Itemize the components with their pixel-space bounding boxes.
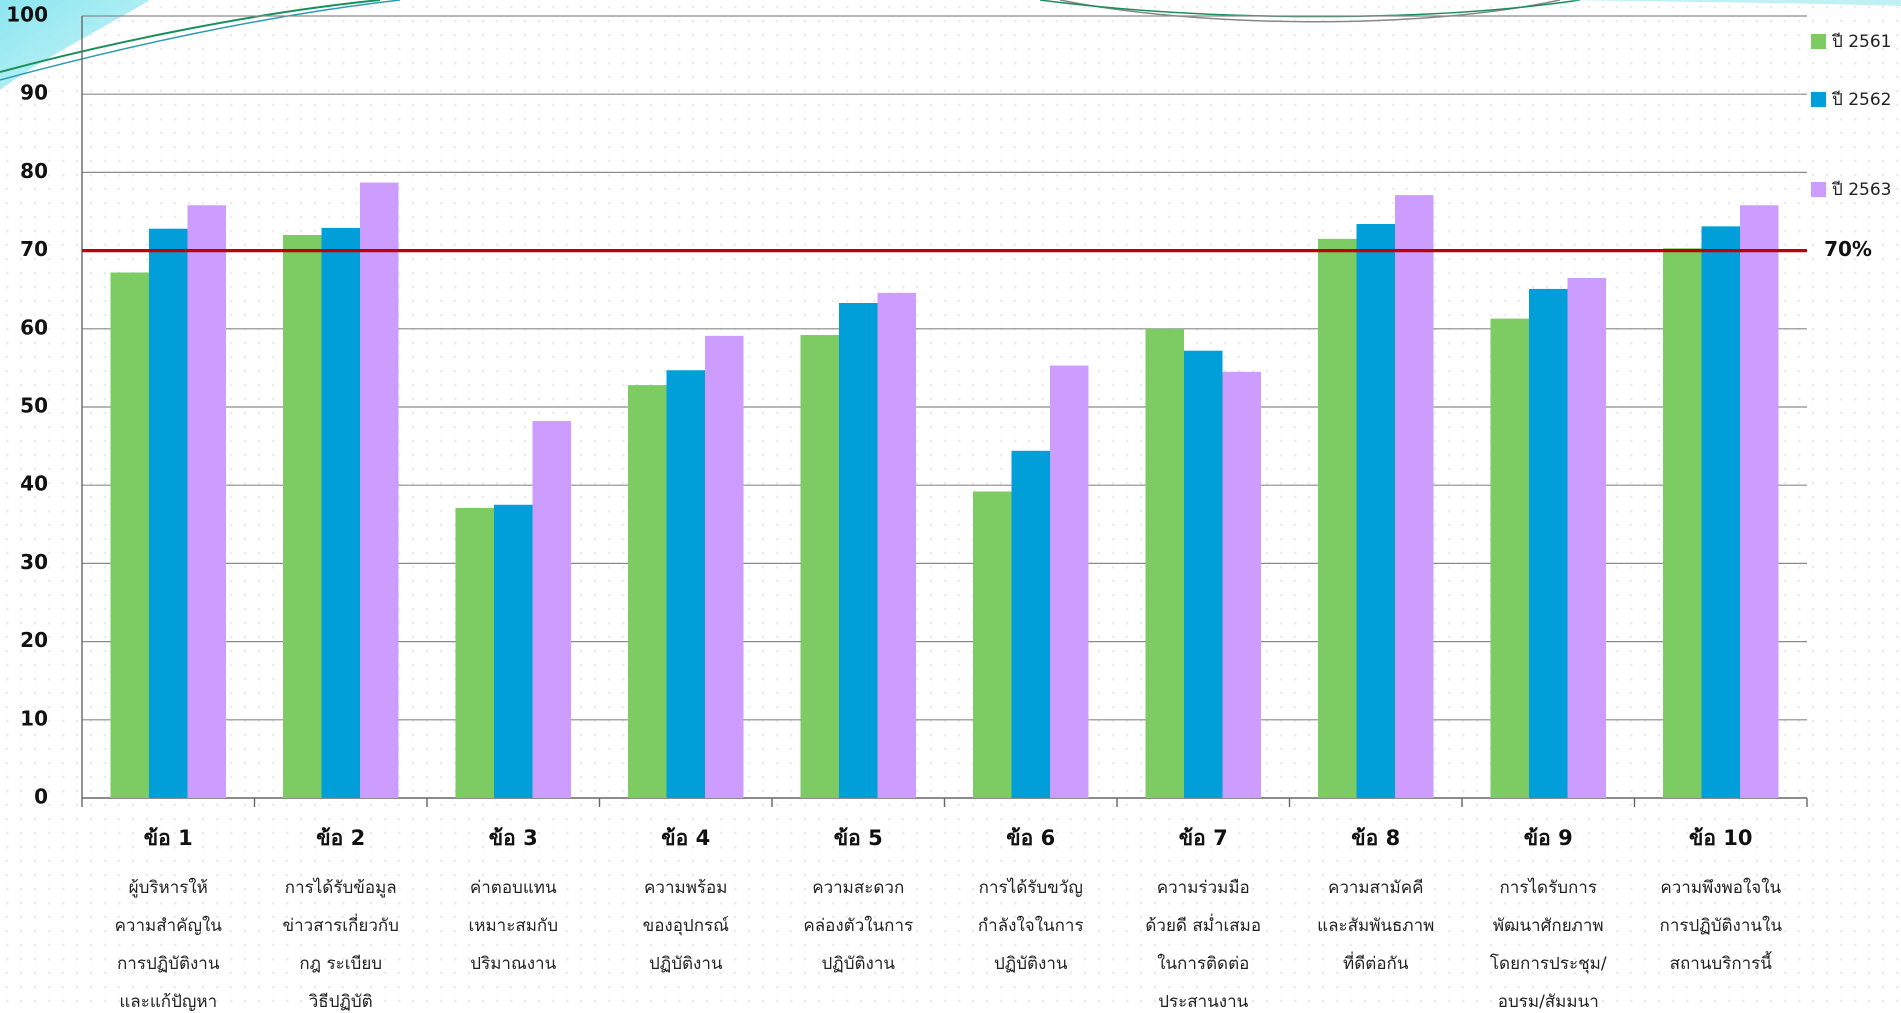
bar <box>1663 248 1702 798</box>
x-category-description: และสัมพันธภาพ <box>1317 916 1434 936</box>
bar <box>628 385 667 798</box>
bar <box>973 491 1012 798</box>
x-category-description: ปริมาณงาน <box>470 954 556 974</box>
bar <box>1395 195 1434 798</box>
y-tick-label: 70 <box>20 237 48 261</box>
x-category-description: ในการติดต่อ <box>1157 953 1249 974</box>
bar <box>666 370 705 798</box>
x-category-description: พัฒนาศักยภาพ <box>1493 916 1604 936</box>
x-category-label: ข้อ 3 <box>489 826 538 850</box>
bar <box>705 335 744 798</box>
bar <box>1529 288 1568 798</box>
y-tick-label: 10 <box>20 706 48 730</box>
y-tick-label: 50 <box>20 394 48 418</box>
bar <box>1567 277 1606 799</box>
y-tick-label: 20 <box>20 628 48 652</box>
x-category-description: ความพึงพอใจใน <box>1660 877 1781 898</box>
bar <box>1184 350 1223 798</box>
y-tick-label: 0 <box>34 785 48 809</box>
bar <box>283 234 322 798</box>
bar <box>839 302 878 798</box>
legend-label: ปี 2562 <box>1831 90 1891 110</box>
bar <box>360 182 399 799</box>
bar <box>1701 226 1740 798</box>
bar <box>455 507 494 798</box>
y-tick-label: 30 <box>20 550 48 574</box>
x-category-label: ข้อ 8 <box>1351 826 1400 850</box>
x-category-description: ความพร้อม <box>644 878 727 898</box>
y-tick-label: 80 <box>20 159 48 183</box>
legend-swatch <box>1811 92 1826 107</box>
y-tick-label: 40 <box>20 472 48 496</box>
bar <box>1356 224 1395 799</box>
x-category-description: การไดรับการ <box>1500 877 1597 898</box>
x-category-description: การได้รับขวัญ <box>979 877 1083 898</box>
x-category-label: ข้อ 10 <box>1689 826 1753 850</box>
x-category-description: อบรม/สัมมนา <box>1498 992 1599 1012</box>
bar <box>1050 365 1089 798</box>
threshold-label: 70% <box>1824 237 1872 261</box>
x-category-description: ด้วยดี สม่ำเสมอ <box>1145 913 1261 936</box>
x-category-description: การปฏิบัติงานใน <box>1660 915 1783 936</box>
x-category-description: การปฏิบัติงาน <box>117 954 220 974</box>
x-category-description: ข่าวสารเกี่ยวกับ <box>283 913 399 936</box>
x-category-description: และแก้ปัญหา <box>119 992 217 1012</box>
reference-line: 70% <box>82 237 1872 261</box>
x-category-description: ที่ดีต่อกัน <box>1343 951 1409 974</box>
bar <box>877 292 916 798</box>
x-category-label: ข้อ 7 <box>1179 826 1228 850</box>
y-tick-label: 100 <box>6 3 48 27</box>
x-category-description: ผู้บริหารให้ <box>129 877 208 898</box>
legend-swatch <box>1811 182 1826 197</box>
bar <box>321 227 360 798</box>
x-category-label: ข้อ 6 <box>1006 826 1055 850</box>
x-category-description: การได้รับข้อมูล <box>285 877 397 898</box>
slide-decoration <box>0 0 1901 90</box>
bar <box>1145 328 1184 798</box>
x-category-description: กฎ ระเบียบ <box>299 954 382 974</box>
x-category-description: ปฏิบัติงาน <box>649 954 723 974</box>
x-category-description: ความสำคัญใน <box>115 915 223 936</box>
x-category-description: ประสานงาน <box>1158 992 1248 1012</box>
bar <box>1222 371 1261 798</box>
x-category-description: วิธีปฏิบัติ <box>308 992 372 1012</box>
bar <box>494 504 533 798</box>
bar <box>800 335 839 798</box>
legend-label: ปี 2561 <box>1831 32 1891 52</box>
x-category-label: ข้อ 5 <box>834 826 883 850</box>
bar <box>1318 238 1357 798</box>
legend: ปี 2561 ปี 2562 ปี 2563 <box>1811 32 1891 200</box>
x-category-description: กำลังใจในการ <box>978 915 1084 936</box>
bar <box>1011 450 1050 798</box>
bar <box>1740 205 1779 798</box>
bar <box>149 228 188 799</box>
x-category-description: ความร่วมมือ <box>1157 878 1250 898</box>
x-category-label: ข้อ 1 <box>144 826 193 850</box>
x-category-description: สถานบริการนี้ <box>1670 951 1773 974</box>
bar <box>532 421 571 798</box>
legend-label: ปี 2563 <box>1831 180 1891 200</box>
x-category-label: ข้อ 9 <box>1524 826 1573 850</box>
bar <box>1490 318 1529 798</box>
legend-swatch <box>1811 34 1826 49</box>
x-category-label: ข้อ 2 <box>316 826 365 850</box>
x-category-description: ความสามัคคี <box>1328 878 1424 898</box>
x-category-description: ปฏิบัติงาน <box>994 954 1068 974</box>
x-category-description: เหมาะสมกับ <box>468 916 558 936</box>
y-tick-label: 60 <box>20 315 48 339</box>
bar <box>187 205 226 798</box>
x-category-description: คล่องตัวในการ <box>803 915 913 936</box>
bars <box>110 182 1779 799</box>
x-category-description: โดยการประชุม/ <box>1490 953 1607 974</box>
x-category-description: ปฏิบัติงาน <box>821 954 895 974</box>
y-tick-label: 90 <box>20 81 48 105</box>
x-category-description: ค่าตอบแทน <box>470 878 557 898</box>
bar <box>110 272 149 799</box>
x-category-label: ข้อ 4 <box>661 826 710 850</box>
x-category-description: ความสะดวก <box>812 878 904 898</box>
x-category-description: ของอุปกรณ์ <box>643 916 730 936</box>
